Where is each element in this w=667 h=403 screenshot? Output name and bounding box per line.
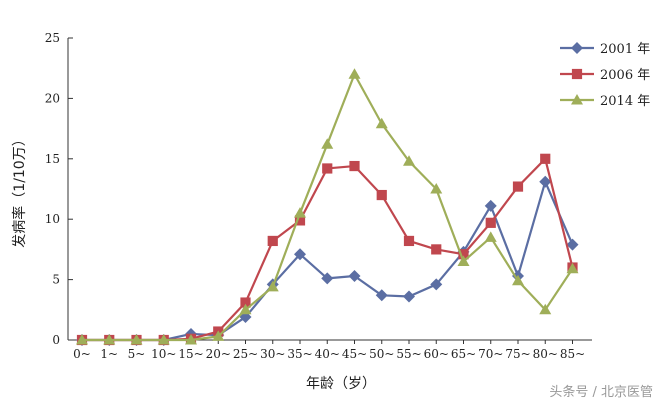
x-tick-label: 70~	[478, 347, 503, 361]
data-point	[376, 189, 387, 201]
legend-marker	[571, 68, 583, 80]
data-point	[458, 249, 469, 260]
x-tick-label: 35~	[287, 347, 312, 361]
data-point	[322, 163, 333, 174]
series-2	[76, 153, 578, 346]
data-point	[349, 160, 360, 172]
data-point	[540, 153, 551, 164]
data-point	[76, 334, 88, 345]
x-tick-label: 30~	[260, 347, 285, 361]
data-point	[185, 334, 197, 345]
x-tick-label: 15~	[178, 347, 203, 361]
series-3	[76, 68, 579, 345]
data-point	[566, 238, 579, 251]
data-point	[294, 248, 306, 261]
data-point	[485, 217, 496, 228]
data-point	[375, 289, 388, 302]
data-point	[512, 274, 524, 286]
data-point	[348, 269, 361, 282]
x-tick-label: 80~	[533, 347, 558, 361]
y-axis-title: 发病率（1/10万）	[11, 132, 28, 247]
data-point	[484, 199, 497, 212]
data-point	[130, 334, 143, 345]
x-tick-label: 45~	[342, 347, 367, 361]
data-point	[403, 155, 415, 166]
legend: 2001 年 2006 年 2014 年	[560, 42, 650, 109]
x-tick-labels: 0~ 1~ 5~ 10~ 15~ 20~ 25~ 30~ 35~ 40~ 45~ 50~ 55~ 60~ 6…	[73, 347, 585, 361]
legend-marker	[571, 42, 583, 54]
data-point	[566, 262, 579, 274]
data-point	[430, 278, 443, 291]
x-tick-label: 60~	[424, 347, 449, 361]
series-1	[76, 175, 579, 346]
y-tick-label: 15	[45, 152, 60, 166]
data-point	[431, 244, 442, 255]
data-point	[512, 181, 524, 192]
data-point	[266, 280, 279, 292]
x-tick-label: 85~	[560, 347, 585, 361]
y-tick-label: 5	[52, 273, 60, 287]
y-tick-label: 0	[52, 333, 60, 347]
watermark-text: 头条号 / 北京医管	[549, 384, 653, 400]
data-point	[294, 207, 306, 218]
data-point	[240, 297, 251, 308]
x-tick-label: 10~	[151, 347, 176, 361]
legend-label: 2001 年	[600, 42, 650, 57]
x-tick-label: 25~	[233, 347, 258, 361]
data-point	[403, 235, 415, 247]
y-tick-label: 25	[45, 31, 60, 45]
x-tick-label: 1~	[100, 347, 118, 361]
data-point	[239, 303, 252, 315]
x-tick-label: 65~	[451, 347, 476, 361]
data-point	[321, 138, 334, 149]
x-tick-label: 5~	[128, 347, 146, 361]
data-point	[430, 183, 443, 194]
legend-label: 2006 年	[600, 68, 650, 83]
data-point	[157, 334, 170, 345]
data-point	[403, 290, 415, 303]
data-point	[539, 303, 552, 315]
x-tick-label: 50~	[369, 347, 394, 361]
x-tick-label: 40~	[315, 347, 340, 361]
series-line	[82, 73, 574, 342]
data-point	[375, 117, 388, 129]
legend-label: 2014 年	[600, 94, 650, 109]
data-point	[348, 68, 361, 79]
data-point	[267, 235, 278, 247]
data-point	[294, 215, 306, 226]
data-point	[484, 231, 497, 242]
data-point	[212, 330, 225, 341]
x-tick-label: 75~	[505, 347, 530, 361]
x-tick-label: 20~	[206, 347, 231, 361]
series-layer	[76, 68, 579, 346]
x-tick-label: 55~	[396, 347, 421, 361]
series-line	[82, 180, 574, 342]
data-point	[103, 334, 116, 345]
data-point	[457, 255, 470, 266]
y-tick-labels: 0 5 10 15 20 25	[45, 31, 60, 347]
x-tick-label: 0~	[73, 347, 91, 361]
y-tick-label: 10	[45, 212, 60, 226]
data-point	[539, 175, 552, 188]
legend-marker	[571, 94, 583, 105]
y-tick-label: 20	[45, 91, 60, 105]
data-point	[321, 272, 334, 285]
x-axis-title: 年龄（岁）	[306, 376, 376, 392]
